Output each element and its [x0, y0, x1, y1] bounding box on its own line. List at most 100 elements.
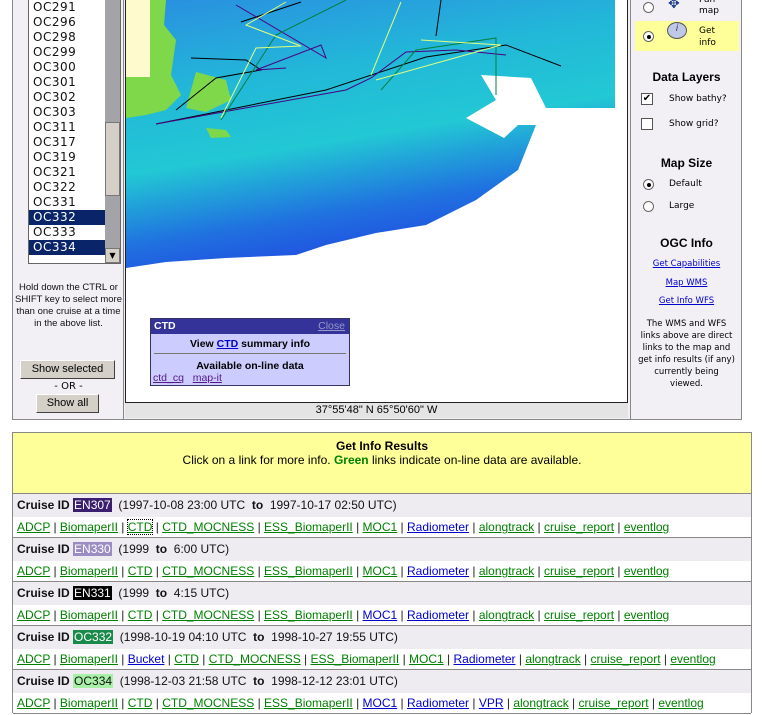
cruise-option[interactable]: OC332 [29, 210, 106, 225]
data-link[interactable]: alongtrack [513, 696, 569, 710]
data-link[interactable]: cruise_report [578, 696, 649, 710]
cruise-option[interactable]: OC319 [33, 150, 77, 164]
cruise-option[interactable]: OC317 [33, 135, 77, 149]
data-link[interactable]: ADCP [17, 652, 51, 666]
data-link[interactable]: BiomaperII [59, 696, 118, 710]
data-link[interactable]: ESS_BiomaperII [264, 696, 353, 710]
map-size-large-label: Large [669, 201, 695, 211]
data-link[interactable]: ADCP [17, 608, 51, 622]
cruise-end: 6:00 UTC [173, 542, 226, 556]
data-link[interactable]: alongtrack [525, 652, 581, 666]
cruise-option[interactable]: OC303 [33, 105, 77, 119]
data-link[interactable]: ADCP [17, 696, 51, 710]
data-link[interactable]: eventlog [670, 652, 716, 666]
cruise-option[interactable]: OC331 [33, 195, 77, 209]
data-link[interactable]: alongtrack [478, 520, 535, 534]
data-link[interactable]: CTD [174, 652, 199, 666]
pan-arrows-icon: ✥ [668, 0, 680, 12]
data-link[interactable]: MOC1 [409, 652, 444, 666]
data-link[interactable]: cruise_report [544, 564, 615, 578]
pan-map-radio[interactable] [643, 2, 654, 13]
cruise-option[interactable]: OC311 [33, 120, 77, 134]
popup-map-it-link[interactable]: map-it [192, 372, 222, 384]
data-link[interactable]: eventlog [623, 520, 670, 534]
cruise-option[interactable]: OC301 [33, 75, 77, 89]
data-link[interactable]: Radiometer [407, 696, 470, 710]
data-link[interactable]: CTD [127, 696, 153, 710]
data-link[interactable]: MOC1 [362, 520, 398, 534]
cruise-option[interactable]: OC333 [33, 225, 77, 239]
cruise-header: Cruise ID EN330 (1999 to 6:00 UTC) [13, 538, 751, 561]
to-label: to [253, 674, 265, 688]
data-link[interactable]: cruise_report [544, 608, 615, 622]
map-view[interactable] [125, 0, 628, 403]
data-link[interactable]: cruise_report [544, 520, 615, 534]
data-link[interactable]: BiomaperII [59, 652, 118, 666]
data-link[interactable]: CTD [126, 519, 154, 535]
data-link[interactable]: alongtrack [478, 608, 535, 622]
cruise-option[interactable]: OC321 [33, 165, 77, 179]
data-link[interactable]: ADCP [17, 520, 51, 534]
cruise-option[interactable]: OC298 [33, 30, 77, 44]
data-link[interactable]: alongtrack [478, 564, 535, 578]
data-link[interactable]: CTD_MOCNESS [162, 696, 255, 710]
data-link[interactable]: eventlog [658, 696, 704, 710]
data-link[interactable]: CTD_MOCNESS [208, 652, 301, 666]
cruise-option[interactable]: OC302 [33, 90, 77, 104]
get-info-wfs-link[interactable]: Get Info WFS [658, 296, 715, 306]
data-link[interactable]: Radiometer [407, 608, 470, 622]
data-link[interactable]: ADCP [17, 564, 51, 578]
show-selected-button[interactable]: Show selected [20, 360, 115, 379]
data-link[interactable]: eventlog [623, 608, 670, 622]
popup-ctd-cq-link[interactable]: ctd_cq [153, 372, 184, 384]
scrollbar[interactable]: ▼ [105, 0, 120, 263]
get-info-radio[interactable] [643, 31, 654, 42]
cruise-result: Cruise ID EN307 (1997-10-08 23:00 UTC to… [13, 494, 751, 538]
data-link[interactable]: MOC1 [362, 696, 398, 710]
cruise-option[interactable]: OC296 [33, 15, 77, 29]
data-link[interactable]: Radiometer [407, 520, 470, 534]
map-size-default-radio[interactable] [643, 179, 654, 190]
data-link[interactable]: ESS_BiomaperII [264, 564, 353, 578]
data-link[interactable]: CTD_MOCNESS [162, 608, 255, 622]
cruise-selector: OC279OC291OC296OC298OC299OC300OC301OC302… [13, 0, 124, 419]
data-link[interactable]: CTD [127, 564, 153, 578]
scrollbar-thumb[interactable] [105, 122, 120, 196]
data-link[interactable]: CTD_MOCNESS [162, 520, 255, 534]
data-link[interactable]: Radiometer [407, 564, 470, 578]
cruise-result: Cruise ID EN331 (1999 to 4:15 UTC) ADCP |… [13, 582, 751, 626]
show-grid-checkbox[interactable] [641, 118, 653, 130]
data-link[interactable]: MOC1 [362, 564, 398, 578]
data-link[interactable]: ESS_BiomaperII [264, 608, 353, 622]
cruise-option[interactable]: OC322 [33, 180, 77, 194]
data-link[interactable]: cruise_report [590, 652, 661, 666]
data-link[interactable]: eventlog [623, 564, 670, 578]
cruise-option[interactable]: OC334 [29, 240, 106, 255]
show-all-button[interactable]: Show all [36, 394, 99, 413]
scroll-down-arrow-icon[interactable]: ▼ [105, 248, 120, 263]
data-link[interactable]: ESS_BiomaperII [310, 652, 400, 666]
data-link[interactable]: BiomaperII [59, 564, 118, 578]
cruise-header: Cruise ID EN307 (1997-10-08 23:00 UTC to… [13, 494, 751, 517]
data-link[interactable]: BiomaperII [59, 608, 118, 622]
show-bathy-checkbox[interactable]: ✔ [641, 93, 653, 105]
cruise-option[interactable]: OC291 [33, 0, 77, 14]
data-link[interactable]: CTD [127, 608, 153, 622]
map-size-large-radio[interactable] [643, 201, 654, 212]
data-link[interactable]: Radiometer [453, 652, 516, 666]
data-link[interactable]: MOC1 [362, 608, 398, 622]
map-wms-link[interactable]: Map WMS [665, 278, 708, 288]
popup-ctd-link[interactable]: CTD [216, 338, 239, 350]
data-link[interactable]: BiomaperII [59, 520, 118, 534]
cruise-option[interactable]: OC300 [33, 60, 77, 74]
data-link[interactable]: CTD_MOCNESS [162, 564, 255, 578]
data-link[interactable]: Bucket [127, 652, 165, 666]
get-capabilities-link[interactable]: Get Capabilities [652, 259, 721, 269]
cruise-listbox[interactable]: OC279OC291OC296OC298OC299OC300OC301OC302… [28, 0, 121, 264]
data-link[interactable]: ESS_BiomaperII [264, 520, 353, 534]
cruise-option[interactable]: OC299 [33, 45, 77, 59]
cruise-start: 1998-10-19 04:10 UTC [123, 630, 247, 644]
popup-close-link[interactable]: Close [318, 320, 345, 332]
data-link[interactable]: VPR [478, 696, 504, 710]
ogc-info-heading: OGC Info [660, 236, 713, 250]
